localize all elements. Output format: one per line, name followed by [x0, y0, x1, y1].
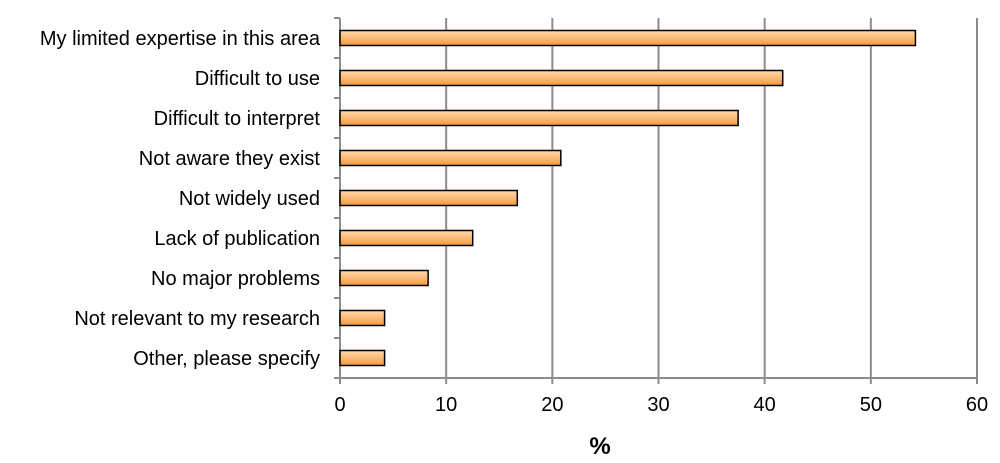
bar-1 [339, 29, 917, 47]
bar-6 [339, 229, 474, 247]
category-label-7: No major problems [151, 268, 320, 290]
bars [339, 29, 917, 367]
x-tick-label-40: 40 [754, 394, 776, 416]
bar-4 [339, 149, 562, 167]
x-tick-label-10: 10 [435, 394, 457, 416]
category-label-1: My limited expertise in this area [40, 28, 321, 50]
category-label-2: Difficult to use [195, 68, 320, 90]
category-labels: My limited expertise in this area Difficu… [40, 28, 321, 370]
bar-2 [339, 69, 784, 87]
x-tick-label-30: 30 [647, 394, 669, 416]
bar-7 [339, 269, 429, 287]
category-label-9: Other, please specify [133, 348, 320, 370]
x-tick-label-20: 20 [541, 394, 563, 416]
category-label-3: Difficult to interpret [154, 108, 321, 130]
bar-3 [339, 109, 739, 127]
bar-5 [339, 189, 519, 207]
x-tick-labels: 0 10 20 30 40 50 60 [334, 394, 988, 416]
category-label-8: Not relevant to my research [74, 308, 320, 330]
x-tick-label-50: 50 [860, 394, 882, 416]
x-axis-title: % [589, 433, 610, 460]
x-tick-label-0: 0 [334, 394, 345, 416]
category-label-4: Not aware they exist [139, 148, 321, 170]
category-label-6: Lack of publication [154, 228, 320, 250]
bar-8 [339, 309, 386, 327]
x-tick-label-60: 60 [966, 394, 988, 416]
bar-9 [339, 349, 386, 367]
category-label-5: Not widely used [179, 188, 320, 210]
